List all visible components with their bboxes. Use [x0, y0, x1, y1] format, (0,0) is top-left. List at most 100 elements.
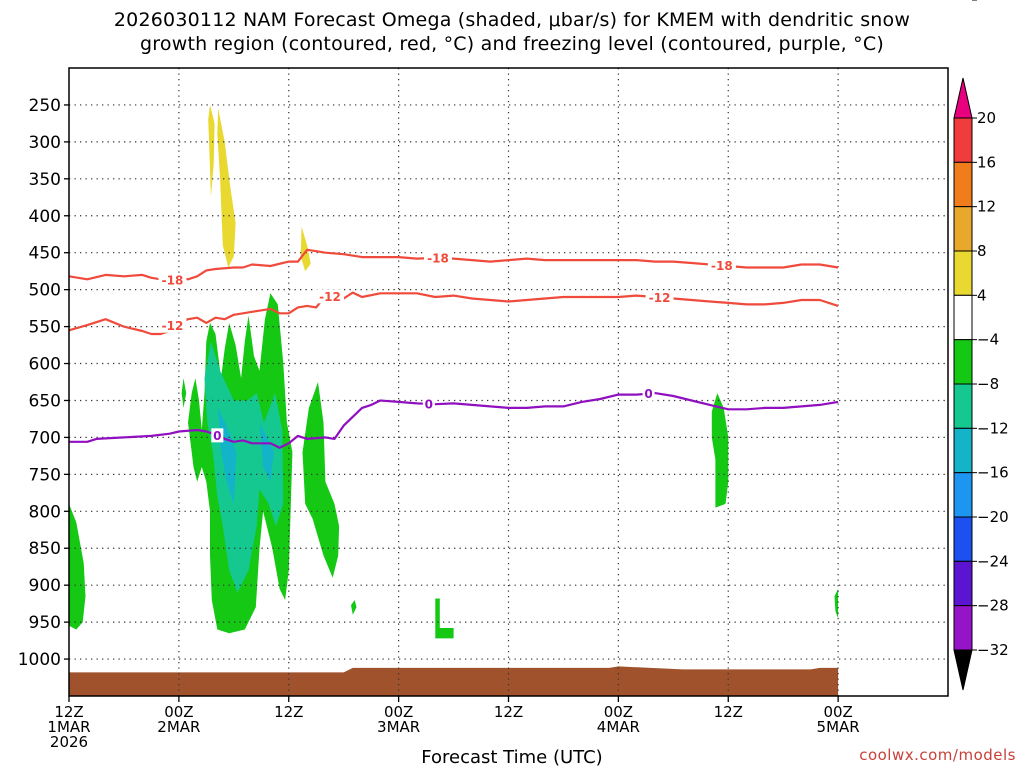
title-line-2: growth region (contoured, red, °C) and f…: [140, 33, 884, 55]
colorbar-segment-0: [953, 117, 973, 163]
contour-label-0-0: -18: [162, 273, 184, 287]
colorbar-label-7: −12: [977, 419, 1009, 437]
grid-lines: [69, 68, 948, 696]
shaded-region-6: [204, 341, 284, 593]
xtick-label-84-0: 00Z: [823, 703, 852, 721]
shaded-region-3: [69, 503, 86, 630]
ytick-label-750: 750: [29, 465, 61, 485]
colorbar: 20 16 12 8 4 −4 −8 −12 −16 −20 −24 −28 −32 −36: [953, 0, 1009, 691]
colorbar-segment-1: [953, 161, 973, 208]
colorbar-label-0: 20: [977, 109, 996, 127]
shaded-region-8: [259, 422, 275, 482]
xtick-label-48-0: 12Z: [494, 703, 523, 721]
shaded-region-2: [300, 226, 311, 272]
ytick-label-950: 950: [29, 613, 61, 633]
xtick-label-0-0: 12Z: [54, 703, 83, 721]
contour-label-bg-0-2: [707, 258, 736, 273]
ytick-label-1000: 1000: [18, 650, 61, 670]
contour-label-1-2: -12: [649, 291, 671, 305]
colorbar-segment-5: [953, 339, 973, 385]
xtick-label-60-1: 4MAR: [597, 718, 640, 736]
title-line-1: 2026030112 NAM Forecast Omega (shaded, μ…: [113, 9, 911, 31]
contour-label-bg-1-1: [315, 289, 344, 304]
colorbar-label-9: −20: [977, 508, 1009, 526]
contour-label-bg-0-1: [423, 250, 452, 265]
contour-label-bg-1-2: [645, 290, 674, 305]
shaded-region-9: [302, 382, 340, 578]
colorbar-label-1: 16: [977, 153, 996, 171]
colorbar-label-13: −36: [977, 0, 1009, 4]
contour-label-bg-2-1: [422, 396, 435, 411]
contour-label-2-0: 0: [213, 429, 221, 443]
xtick-label-12-1: 2MAR: [157, 718, 200, 736]
colorbar-segment-10: [953, 560, 973, 607]
contour-label-2-1: 0: [425, 397, 433, 411]
shaded-region-13: [834, 588, 839, 619]
shaded-region-11: [435, 598, 454, 639]
colorbar-label-8: −16: [977, 464, 1009, 482]
ytick-label-400: 400: [29, 207, 61, 227]
xtick-label-72-0: 12Z: [714, 703, 743, 721]
colorbar-label-6: −8: [977, 375, 999, 393]
colorbar-top-arrow: [953, 77, 973, 119]
contour-label-2-2: 0: [644, 387, 652, 401]
colorbar-label-2: 12: [977, 198, 996, 216]
contour-label-1-0: -12: [162, 319, 184, 333]
ytick-label-550: 550: [29, 318, 61, 338]
ytick-label-800: 800: [29, 502, 61, 522]
shaded-region-12: [711, 393, 729, 508]
xtick-label-0-2: 2026: [50, 733, 88, 751]
y-axis-ticks: 250 300 350 400 450 500 550 600 650 700 750 800 850 9…: [18, 96, 69, 670]
xtick-label-24-0: 12Z: [274, 703, 303, 721]
shaded-region-10: [351, 600, 357, 615]
xtick-label-12-0: 00Z: [164, 703, 193, 721]
contour-label-1-1: -12: [319, 290, 341, 304]
colorbar-segment-7: [953, 427, 973, 474]
colorbar-label-12: −32: [977, 641, 1009, 659]
contour-label-bg-2-0: [211, 428, 224, 443]
terrain-polygon: [69, 666, 839, 696]
terrain-fill: [69, 666, 839, 696]
contour-label-0-1: -18: [427, 251, 449, 265]
shaded-region-0: [208, 104, 215, 198]
xtick-label-36-1: 3MAR: [377, 718, 420, 736]
colorbar-segment-3: [953, 250, 973, 296]
colorbar-segment-6: [953, 383, 973, 429]
colorbar-segment-2: [953, 206, 973, 252]
ytick-label-500: 500: [29, 281, 61, 301]
shaded-region-4: [181, 378, 187, 408]
ytick-label-450: 450: [29, 244, 61, 264]
xtick-label-84-1: 5MAR: [817, 718, 860, 736]
colorbar-segment-9: [953, 516, 973, 562]
ytick-label-650: 650: [29, 391, 61, 411]
site-credit: coolwx.com/models: [859, 746, 1016, 764]
ytick-label-700: 700: [29, 428, 61, 448]
ytick-label-300: 300: [29, 133, 61, 153]
ytick-label-900: 900: [29, 576, 61, 596]
contour-label-0-2: -18: [711, 259, 733, 273]
xtick-label-60-0: 00Z: [604, 703, 633, 721]
colorbar-bottom-arrow: [953, 649, 973, 691]
xtick-label-0-1: 1MAR: [47, 718, 90, 736]
omega-shading: [69, 104, 839, 639]
contour-label-bg-1-0: [158, 318, 187, 333]
contour-label-bg-2-2: [642, 386, 655, 401]
xtick-label-36-0: 00Z: [384, 703, 413, 721]
ytick-label-350: 350: [29, 170, 61, 190]
contour-label-bg-0-0: [158, 272, 187, 287]
colorbar-segment-8: [953, 472, 973, 518]
colorbar-label-3: 8: [977, 242, 987, 260]
colorbar-label-4: 4: [977, 286, 987, 304]
ytick-label-250: 250: [29, 96, 61, 116]
colorbar-label-11: −28: [977, 597, 1009, 615]
temperature-contours: -18 -18 -18 -12 -12 -12 0 0 0: [68, 248, 839, 449]
ytick-label-850: 850: [29, 539, 61, 559]
colorbar-label-5: −4: [977, 331, 999, 349]
shaded-region-1: [217, 108, 236, 268]
colorbar-label-10: −24: [977, 552, 1009, 570]
contour-line-2: [69, 392, 839, 449]
colorbar-segment-11: [953, 605, 973, 651]
ytick-label-600: 600: [29, 355, 61, 375]
